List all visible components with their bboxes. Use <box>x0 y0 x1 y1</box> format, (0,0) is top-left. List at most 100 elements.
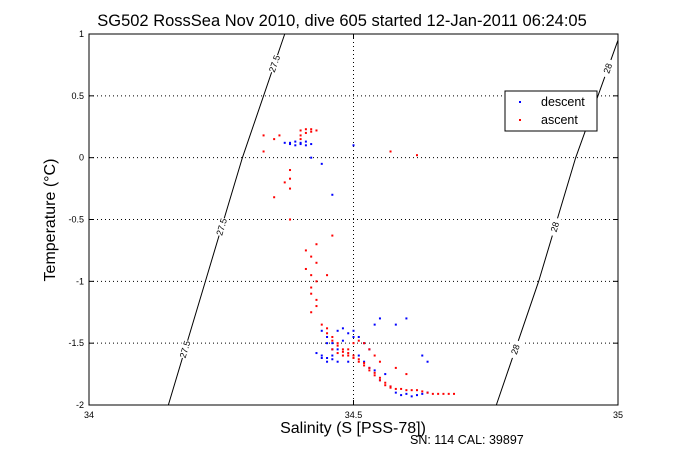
contour-label: 27.5 <box>214 217 229 237</box>
descent-point <box>331 354 334 357</box>
descent-point <box>320 162 323 165</box>
ascent-point <box>331 348 334 351</box>
ascent-point <box>447 392 450 395</box>
ascent-point <box>347 354 350 357</box>
chart-title: SG502 RossSea Nov 2010, dive 605 started… <box>97 12 587 30</box>
ascent-point <box>368 366 371 369</box>
descent-point <box>352 335 355 338</box>
contour-label-bg <box>177 339 193 360</box>
ascent-point <box>442 392 445 395</box>
descent-point <box>331 342 334 345</box>
descent-point <box>304 140 307 143</box>
contour-label-bg <box>547 216 563 237</box>
ascent-point <box>299 129 302 132</box>
ascent-point <box>336 352 339 355</box>
descent-point <box>357 354 360 357</box>
descent-point <box>326 357 329 360</box>
x-tick-label: 35 <box>613 410 623 420</box>
ascent-point <box>331 234 334 237</box>
descent-point <box>421 392 424 395</box>
ascent-point <box>262 150 265 153</box>
descent-point <box>320 357 323 360</box>
descent-point <box>373 323 376 326</box>
x-axis-ticks: 34 34.5 35 <box>84 34 623 420</box>
descent-point <box>373 369 376 372</box>
ascent-point <box>368 348 371 351</box>
ascent-point <box>415 154 418 157</box>
ascent-point <box>310 292 313 295</box>
descent-point <box>421 354 424 357</box>
ascent-point <box>389 386 392 389</box>
descent-point <box>410 395 413 398</box>
ascent-point <box>315 243 318 246</box>
y-tick-label: -1.5 <box>68 338 84 348</box>
ascent-point <box>289 218 292 221</box>
y-tick-label: -1 <box>76 276 84 286</box>
descent-point <box>405 392 408 395</box>
legend-label-ascent: ascent <box>541 113 578 127</box>
ascent-point <box>378 379 381 382</box>
descent-point <box>310 143 313 146</box>
ascent-point <box>304 128 307 131</box>
ascent-point <box>315 129 318 132</box>
ascent-point <box>304 249 307 252</box>
ascent-point <box>289 177 292 180</box>
y-axis-label: Temperature (°C) <box>42 159 59 282</box>
ascent-point <box>426 391 429 394</box>
y-tick-label: 0 <box>79 153 84 163</box>
y-tick-label: -0.5 <box>68 215 84 225</box>
descent-point <box>347 332 350 335</box>
ascent-point <box>283 181 286 184</box>
descent-point <box>294 144 297 147</box>
legend-box <box>504 90 598 132</box>
descent-point <box>320 354 323 357</box>
descent-point <box>426 360 429 363</box>
descent-point <box>299 141 302 144</box>
ascent-point <box>373 374 376 377</box>
ascent-point <box>352 342 355 345</box>
descent-point <box>320 329 323 332</box>
ascent-point <box>363 364 366 367</box>
descent-point <box>378 317 381 320</box>
descent-point <box>283 141 286 144</box>
contour-label: 27.5 <box>178 340 193 360</box>
contour-label-bg <box>507 339 524 360</box>
ascent-point <box>394 387 397 390</box>
descent-point <box>400 394 403 397</box>
descent-point <box>289 143 292 146</box>
legend: descent ascent <box>504 90 598 132</box>
ascent-point <box>400 387 403 390</box>
contour-label-bg <box>214 216 230 237</box>
descent-point <box>341 327 344 330</box>
descent-point <box>331 358 334 361</box>
ascent-point <box>378 376 381 379</box>
ascent-point <box>415 389 418 392</box>
ascent-point <box>431 392 434 395</box>
descent-point <box>326 335 329 338</box>
ascent-point <box>310 286 313 289</box>
x-axis-label: Salinity (S [PSS-78]) <box>280 420 426 437</box>
ascent-point <box>373 354 376 357</box>
ascent-point <box>310 255 313 258</box>
ascent-point <box>437 392 440 395</box>
ascent-point <box>389 385 392 388</box>
ascent-point <box>352 354 355 357</box>
ascent-point <box>410 389 413 392</box>
descent-point <box>363 360 366 363</box>
ascent-point <box>347 352 350 355</box>
contour-label: 28 <box>549 221 561 233</box>
legend-marker-ascent <box>519 119 521 121</box>
y-tick-label: 0.5 <box>71 91 84 101</box>
contour-label: 28 <box>601 62 614 75</box>
ascent-point <box>405 373 408 376</box>
descent-point <box>347 360 350 363</box>
ascent-point <box>363 342 366 345</box>
ascent-point <box>394 366 397 369</box>
ascent-point <box>315 261 318 264</box>
ascent-point <box>310 128 313 131</box>
descent-point <box>326 360 329 363</box>
serial-calibration-label: SN: 114 CAL: 39897 <box>410 433 524 447</box>
data-points <box>262 128 456 398</box>
ascent-point <box>378 360 381 363</box>
